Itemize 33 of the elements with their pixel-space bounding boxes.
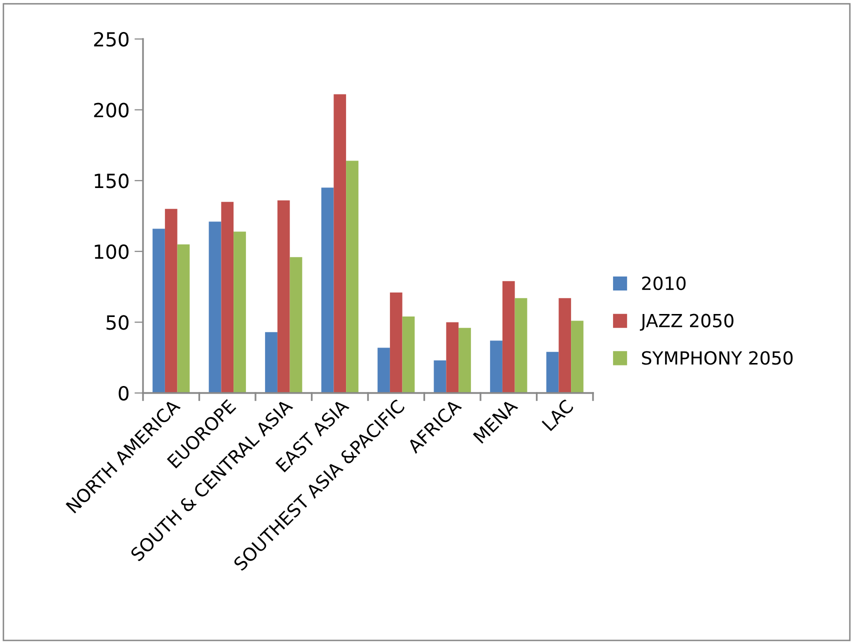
- bar: [546, 352, 559, 393]
- y-tick-label: 250: [94, 32, 129, 47]
- bar: [571, 320, 584, 393]
- legend-label: 2010: [642, 276, 686, 290]
- bar: [221, 202, 234, 393]
- y-tick-label: 200: [94, 102, 129, 118]
- bar: [208, 222, 222, 393]
- y-tick-label: 150: [94, 174, 129, 188]
- bar: [402, 316, 415, 393]
- bar: [334, 94, 346, 393]
- bar: [164, 208, 178, 393]
- bar: [458, 328, 471, 393]
- y-tick-label: 50: [106, 315, 129, 330]
- bar: [514, 298, 528, 393]
- bar: [346, 160, 358, 393]
- bar: [390, 292, 402, 393]
- legend-label: SYMPHONY 2050: [642, 351, 793, 365]
- bar: [290, 257, 302, 393]
- bar: [321, 188, 334, 393]
- bar: [446, 322, 459, 393]
- bar: [177, 244, 190, 393]
- bar: [378, 348, 390, 393]
- y-tick-label: 100: [94, 244, 129, 260]
- bar: [265, 332, 278, 393]
- bar: [234, 232, 246, 393]
- bar: [490, 340, 502, 393]
- bar: [558, 298, 572, 393]
- y-tick-label: 0: [118, 386, 129, 401]
- legend-label: JAZZ 2050: [640, 314, 734, 331]
- bar: [152, 228, 165, 393]
- bar: [434, 360, 446, 393]
- bar: [277, 200, 290, 393]
- bar: [502, 281, 515, 393]
